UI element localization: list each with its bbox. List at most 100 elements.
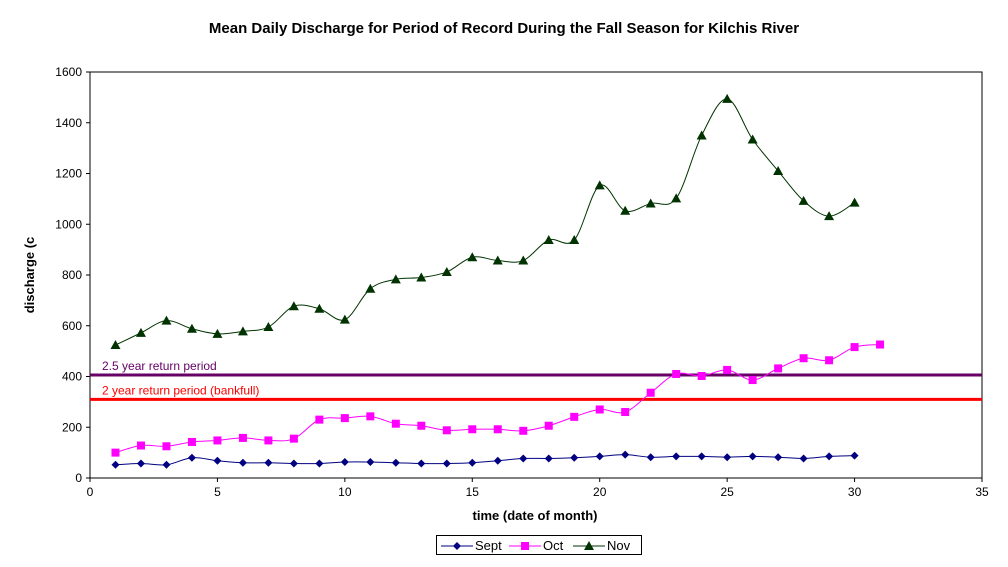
series-group bbox=[110, 93, 885, 469]
data-point-nov bbox=[492, 255, 503, 265]
data-point-nov bbox=[722, 93, 733, 103]
y-tick-label: 1600 bbox=[55, 65, 82, 79]
data-point-nov bbox=[186, 323, 197, 333]
data-point-sept bbox=[748, 452, 757, 461]
data-point-sept bbox=[799, 454, 808, 463]
data-point-oct bbox=[213, 436, 222, 445]
data-point-nov bbox=[849, 197, 860, 207]
data-point-nov bbox=[773, 165, 784, 175]
data-point-sept bbox=[519, 454, 528, 463]
data-point-sept bbox=[723, 453, 732, 462]
data-point-oct bbox=[111, 448, 120, 457]
data-point-sept bbox=[697, 452, 706, 461]
data-point-oct bbox=[595, 405, 604, 414]
data-point-nov bbox=[594, 180, 605, 190]
data-point-oct bbox=[315, 415, 324, 424]
data-point-sept bbox=[162, 460, 171, 469]
legend-label-nov: Nov bbox=[607, 538, 631, 553]
data-point-nov bbox=[161, 315, 172, 325]
data-point-sept bbox=[468, 458, 477, 467]
x-tick-label: 10 bbox=[338, 485, 352, 499]
data-point-nov bbox=[441, 266, 452, 276]
data-point-nov bbox=[288, 301, 299, 311]
data-point-sept bbox=[646, 453, 655, 462]
y-tick-label: 1200 bbox=[55, 167, 82, 181]
data-point-sept bbox=[595, 452, 604, 461]
y-tick-label: 0 bbox=[75, 471, 82, 485]
data-point-nov bbox=[824, 211, 835, 221]
y-axis-label: discharge (c bbox=[22, 237, 37, 314]
x-axis-label: time (date of month) bbox=[473, 508, 598, 523]
legend-label-oct: Oct bbox=[543, 538, 564, 553]
data-point-sept bbox=[289, 459, 298, 468]
x-tick-label: 0 bbox=[87, 485, 94, 499]
data-point-nov bbox=[135, 327, 146, 337]
reference-line-label: 2 year return period (bankfull) bbox=[102, 383, 259, 397]
data-point-oct bbox=[264, 436, 273, 445]
legend-swatch-nov bbox=[573, 541, 605, 550]
plot-frame bbox=[89, 71, 983, 479]
data-point-sept bbox=[340, 458, 349, 467]
y-tick-label: 200 bbox=[62, 420, 82, 434]
data-point-sept bbox=[570, 453, 579, 462]
data-point-sept bbox=[264, 458, 273, 467]
data-point-nov bbox=[314, 303, 325, 313]
data-point-oct bbox=[493, 425, 502, 434]
data-point-sept bbox=[672, 452, 681, 461]
x-tick-label: 15 bbox=[466, 485, 480, 499]
data-point-nov bbox=[339, 314, 350, 324]
data-point-oct bbox=[646, 388, 655, 397]
y-tick-label: 600 bbox=[62, 319, 82, 333]
data-point-sept bbox=[544, 454, 553, 463]
reference-lines: 2.5 year return period 2 year return peri… bbox=[90, 359, 982, 401]
data-point-sept bbox=[366, 458, 375, 467]
data-point-nov bbox=[390, 274, 401, 284]
data-point-oct bbox=[340, 414, 349, 423]
data-point-nov bbox=[620, 205, 631, 215]
data-point-sept bbox=[850, 451, 859, 460]
data-point-sept bbox=[111, 460, 120, 469]
data-point-oct bbox=[136, 441, 145, 450]
chart-title: Mean Daily Discharge for Period of Recor… bbox=[208, 20, 800, 37]
data-point-oct bbox=[366, 412, 375, 421]
data-point-oct bbox=[162, 442, 171, 451]
data-point-oct bbox=[799, 354, 808, 363]
data-point-nov bbox=[110, 340, 121, 350]
data-point-oct bbox=[391, 419, 400, 428]
legend: Sept Oct Nov bbox=[436, 535, 642, 555]
data-point-oct bbox=[238, 433, 247, 442]
data-point-oct bbox=[621, 408, 630, 417]
data-point-oct bbox=[774, 364, 783, 373]
data-point-sept bbox=[315, 459, 324, 468]
y-tick-label: 400 bbox=[62, 370, 82, 384]
data-point-oct bbox=[289, 434, 298, 443]
data-point-sept bbox=[825, 452, 834, 461]
data-point-nov bbox=[467, 252, 478, 262]
data-point-sept bbox=[417, 459, 426, 468]
data-point-nov bbox=[569, 234, 580, 244]
data-point-nov bbox=[212, 328, 223, 338]
data-point-sept bbox=[213, 456, 222, 465]
data-point-nov bbox=[263, 322, 274, 332]
data-point-oct bbox=[519, 426, 528, 435]
x-tick-label: 20 bbox=[593, 485, 607, 499]
y-tick-label: 800 bbox=[62, 268, 82, 282]
data-point-nov bbox=[671, 193, 682, 203]
data-point-sept bbox=[493, 456, 502, 465]
data-point-oct bbox=[544, 421, 553, 430]
data-point-oct bbox=[850, 343, 859, 352]
x-tick-label: 35 bbox=[975, 485, 989, 499]
legend-swatch-oct bbox=[509, 542, 541, 550]
x-tick-label: 25 bbox=[720, 485, 734, 499]
data-point-nov bbox=[237, 326, 248, 336]
data-point-oct bbox=[825, 356, 834, 365]
axes bbox=[86, 71, 983, 482]
data-point-oct bbox=[570, 412, 579, 421]
data-point-sept bbox=[442, 459, 451, 468]
data-point-sept bbox=[621, 450, 630, 459]
legend-label-sept: Sept bbox=[475, 538, 502, 553]
data-point-nov bbox=[416, 272, 427, 282]
data-point-sept bbox=[238, 458, 247, 467]
data-point-sept bbox=[391, 458, 400, 467]
